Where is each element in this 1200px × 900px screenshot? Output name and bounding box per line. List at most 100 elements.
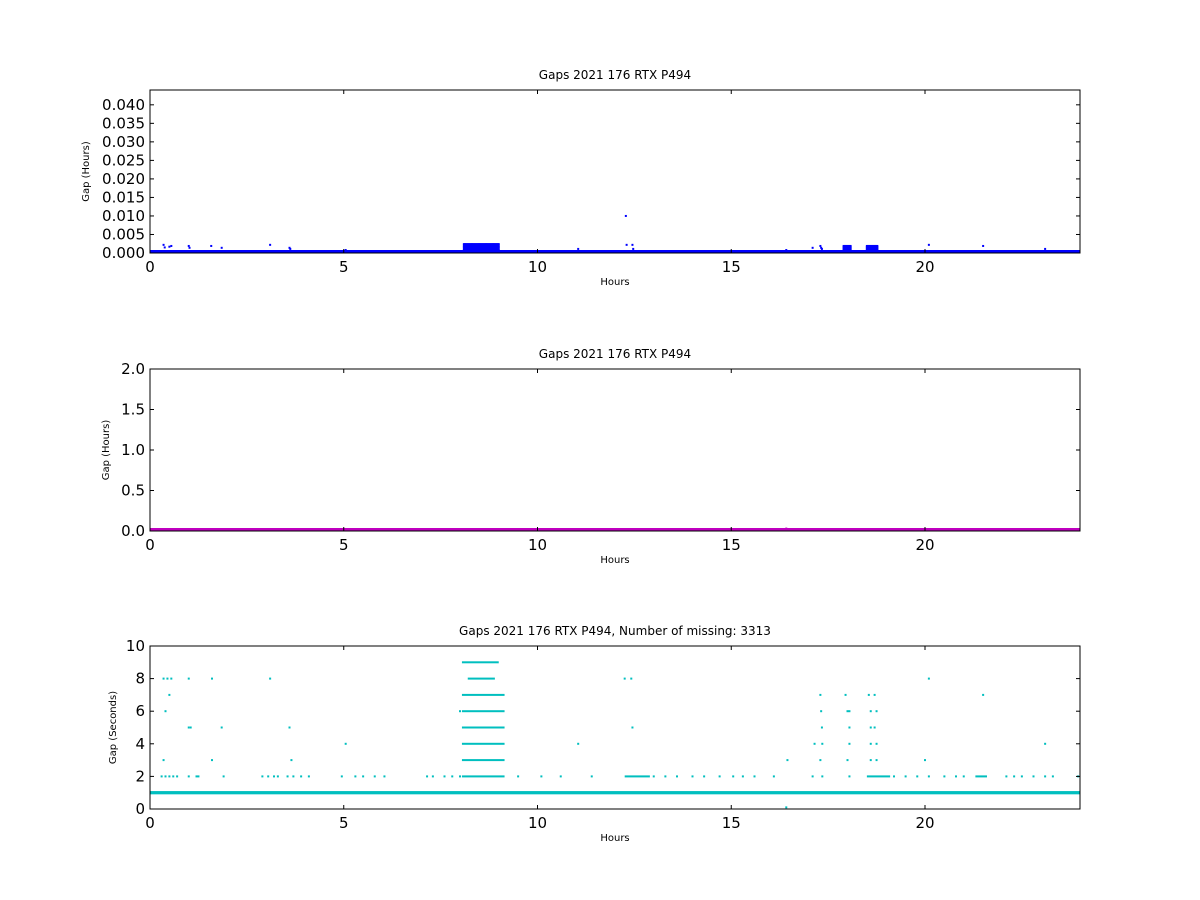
data-point (465, 247, 468, 250)
data-point (590, 775, 593, 778)
data-point (488, 247, 491, 250)
data-segment (461, 726, 505, 729)
data-point (467, 243, 470, 246)
data-point (487, 243, 490, 246)
data-point (849, 249, 852, 252)
data-point (843, 250, 846, 253)
data-point (490, 246, 493, 249)
data-point (496, 243, 499, 246)
data-point (867, 250, 870, 253)
data-point (495, 249, 498, 252)
data-point (471, 246, 474, 249)
data-point (870, 247, 873, 250)
data-point (481, 249, 484, 252)
data-point (844, 250, 847, 253)
data-point (473, 249, 476, 252)
data-point (872, 249, 875, 252)
data-point (741, 775, 744, 778)
data-point (848, 742, 851, 745)
data-point (869, 249, 872, 252)
data-point (625, 243, 628, 246)
y-tick-label: 8 (135, 670, 145, 688)
data-point (876, 247, 879, 250)
data-point (469, 247, 472, 250)
data-point (487, 246, 490, 249)
data-point (162, 243, 165, 246)
data-point (491, 246, 494, 249)
data-point (786, 759, 789, 762)
data-point (1032, 775, 1035, 778)
data-point (843, 245, 846, 248)
data-point (820, 726, 823, 729)
data-point (490, 244, 493, 247)
y-tick-label: 6 (135, 702, 145, 720)
data-point (465, 243, 468, 246)
data-point (849, 250, 852, 253)
x-tick-label: 0 (145, 258, 155, 276)
data-point (496, 244, 499, 247)
data-point (307, 775, 310, 778)
data-point (848, 249, 851, 252)
data-point (487, 247, 490, 250)
y-tick-label: 0.035 (102, 114, 145, 132)
data-point (495, 243, 498, 246)
data-point (1051, 775, 1054, 778)
data-point (847, 247, 850, 250)
y-axis-label: Gap (Hours) (81, 141, 92, 202)
data-point (874, 250, 877, 253)
y-tick-label: 0.015 (102, 188, 145, 206)
data-point (469, 243, 472, 246)
data-point (486, 246, 489, 249)
data-point (848, 248, 851, 251)
data-point (495, 246, 498, 249)
data-point (844, 248, 847, 251)
data-point (465, 249, 468, 252)
data-point (467, 249, 470, 252)
data-point (819, 693, 822, 696)
data-point (490, 243, 493, 246)
data-point (868, 244, 871, 247)
data-point (577, 247, 580, 250)
data-point (475, 249, 478, 252)
data-point (496, 249, 499, 252)
data-point (474, 244, 477, 247)
data-point (874, 244, 877, 247)
data-point (843, 244, 846, 247)
data-point (844, 244, 847, 247)
x-tick-label: 0 (145, 814, 155, 832)
data-point (842, 248, 845, 251)
data-point (472, 247, 475, 250)
data-point (1044, 247, 1047, 250)
chart-title: Gaps 2021 176 RTX P494 (539, 68, 691, 82)
data-point (471, 247, 474, 250)
data-point (491, 243, 494, 246)
data-point (471, 244, 474, 247)
data-point (481, 246, 484, 249)
x-tick-label: 20 (915, 814, 934, 832)
data-point (286, 775, 289, 778)
data-point (288, 726, 291, 729)
data-point (483, 247, 486, 250)
data-point (904, 775, 907, 778)
data-point (267, 775, 270, 778)
y-tick-label: 1.0 (121, 441, 145, 459)
data-point (484, 249, 487, 252)
data-point (846, 245, 849, 248)
data-point (464, 247, 467, 250)
data-point (874, 247, 877, 250)
data-point (466, 249, 469, 252)
data-point (869, 742, 872, 745)
data-point (875, 710, 878, 713)
data-point (867, 245, 870, 248)
data-point (484, 246, 487, 249)
data-point (383, 775, 386, 778)
data-point (493, 246, 496, 249)
data-point (540, 775, 543, 778)
data-point (871, 245, 874, 248)
data-point (848, 726, 851, 729)
data-point (484, 247, 487, 250)
data-point (847, 249, 850, 252)
data-band (150, 791, 1080, 795)
data-point (872, 248, 875, 251)
data-band (150, 250, 1080, 253)
